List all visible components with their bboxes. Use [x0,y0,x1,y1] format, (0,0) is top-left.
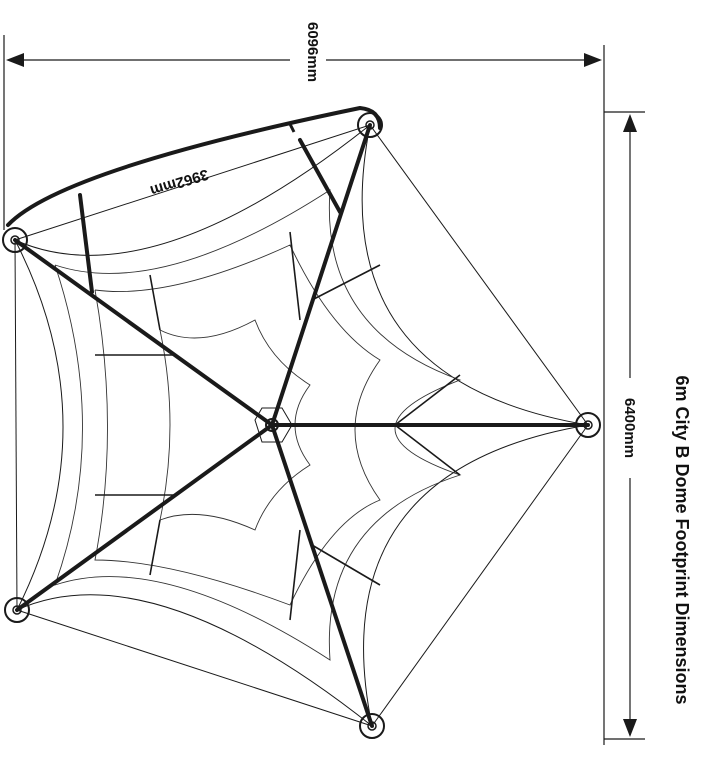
canopy-edge-right-lower [363,424,589,727]
dim-width-arrow-right [584,53,602,67]
diagram-title: 6m City B Dome Footprint Dimensions [672,375,692,704]
canopy-cross-struts [95,231,461,621]
entrance-strut-right [298,138,342,214]
canopy-edge-bottom [16,594,373,727]
strut-7 [289,529,301,621]
arch-tick [288,123,296,133]
hub-ring [265,418,279,432]
mesh-ring-inner [94,244,381,606]
pole-top-right [270,123,372,427]
foot-top-right [357,112,383,138]
strut-5 [394,424,461,476]
strut-1 [149,274,161,331]
outline-edge-bottom-right [371,424,589,727]
dim-depth-arrow-bottom [623,719,637,737]
outline-edge-top-right [369,124,589,426]
foot-bottom-right [359,713,385,739]
dim-width-arrow-left [6,53,24,67]
foot-top-left [2,227,28,253]
hub-hexagon [254,407,293,443]
outline-edge-bottom-left [16,609,373,727]
entrance-strut-left [78,193,94,294]
mesh-ring-inner-small [159,319,311,531]
pole-top-left [13,238,274,427]
strut-2 [289,231,301,321]
dimension-width [3,35,605,745]
outline-edge-top-left [14,124,371,241]
canopy-edge-top [14,124,371,256]
center-hub [254,407,293,443]
dimension-depth [604,111,645,740]
entrance-arch [6,105,382,227]
pole-bottom-right [270,423,374,728]
dim-arch-label: 3962mm [148,165,210,199]
base-feet [2,112,601,739]
outline-edge-left [14,239,18,611]
strut-8 [149,519,161,576]
arch-poles [13,123,590,728]
canopy-edge-left [14,239,64,611]
dim-width-label: 6096mm [304,22,321,82]
footprint-outline [14,124,589,727]
strut-3 [311,264,381,301]
foot-bottom-left [4,597,30,623]
dim-depth-arrow-top [623,114,637,132]
canopy-edge-right-upper [361,124,589,426]
foot-right [575,412,601,438]
canopy-edges [14,124,589,727]
strut-4 [394,374,461,426]
dim-depth-label: 6400mm [621,398,638,458]
pole-bottom-left [15,423,274,612]
strut-6 [311,544,381,586]
